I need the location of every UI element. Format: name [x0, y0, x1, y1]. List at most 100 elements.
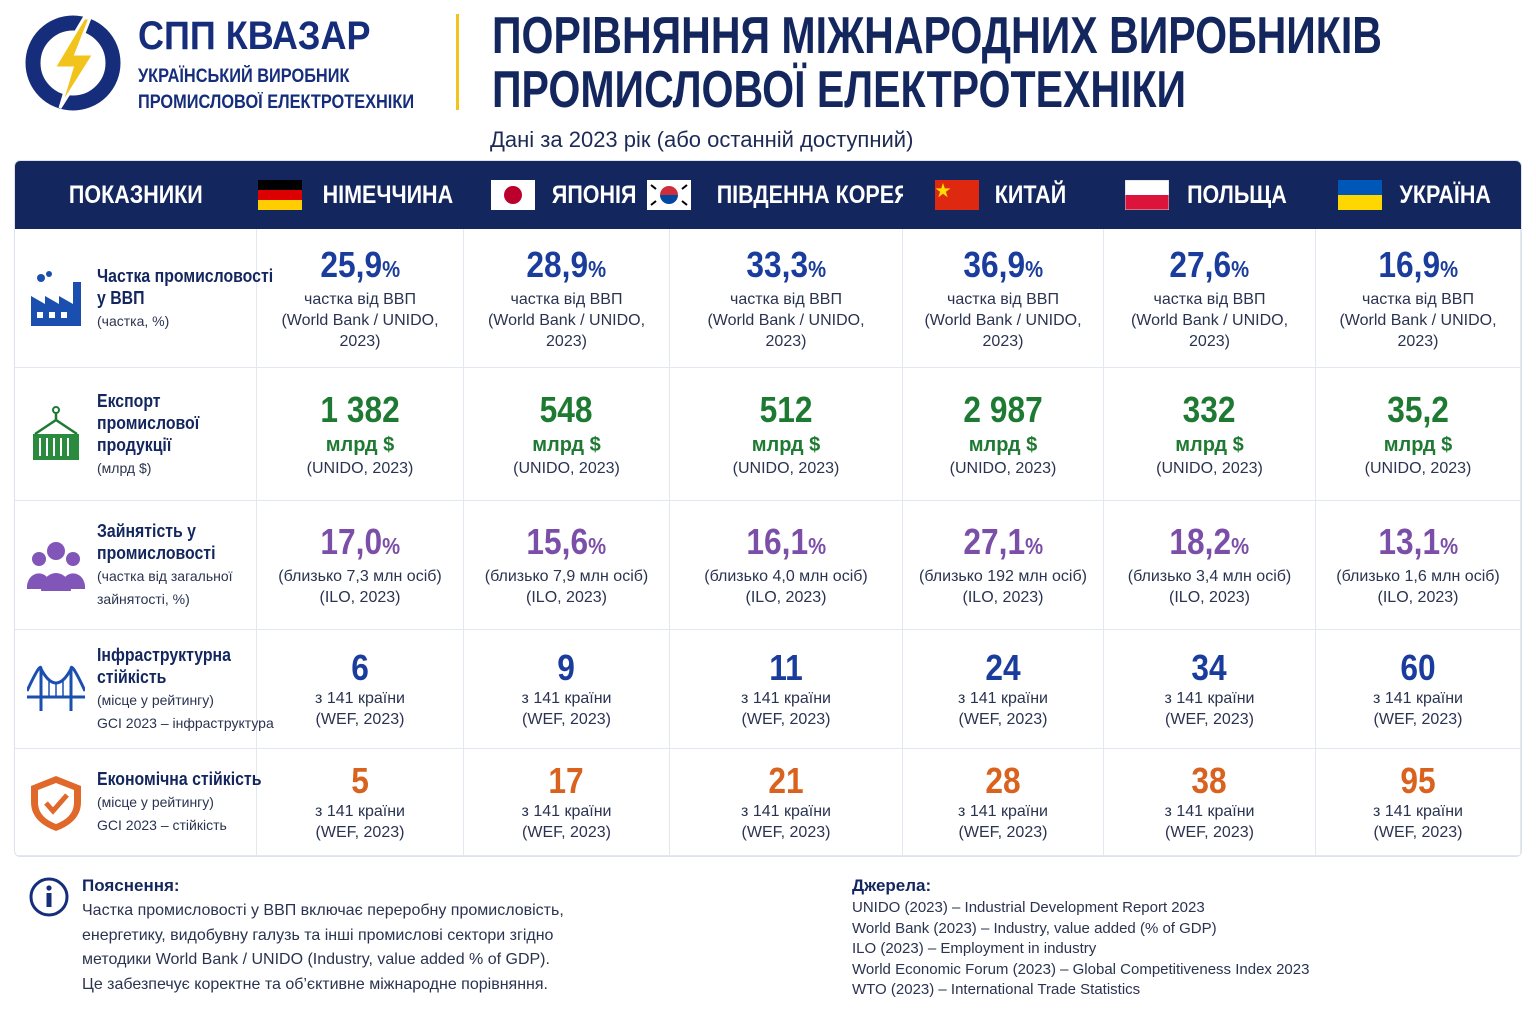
- cell-line: (ILO, 2023): [962, 589, 1044, 606]
- cell-line: (WEF, 2023): [958, 711, 1048, 728]
- value-number: 16,9: [1378, 243, 1440, 285]
- column-header: ПОЛЬЩА: [1104, 161, 1317, 229]
- cell-line: з 141 країни: [741, 803, 831, 820]
- cell-line: 2023): [339, 332, 381, 350]
- cell-line: з 141 країни: [315, 803, 405, 820]
- explanation-line: енергетику, видобувну галузь та інші про…: [82, 926, 554, 944]
- cell-line: (близько 192 млн осіб): [919, 568, 1087, 585]
- cell-line: (World Bank / UNIDO,: [924, 311, 1082, 329]
- cell: 95 з 141 країни (WEF, 2023): [1316, 749, 1521, 856]
- value-number: 25,9: [320, 243, 382, 285]
- cell-line: (UNIDO, 2023): [949, 459, 1057, 477]
- cell: 15,6% (близько 7,9 млн осіб) (ILO, 2023): [464, 501, 670, 630]
- flag: [647, 180, 692, 210]
- explanation-line: Це забезпечує коректне та об’єктивне між…: [82, 975, 548, 993]
- cell-line: 2023): [546, 332, 587, 350]
- cell-line: (World Bank / UNIDO,: [707, 311, 865, 329]
- label-line: Частка промисловості: [97, 265, 274, 286]
- title: ПРОМИСЛОВОЇ ЕЛЕКТРОТЕХНІКИ: [492, 61, 1187, 119]
- label-line: продукції: [97, 434, 172, 455]
- cell-line: 2023): [765, 332, 807, 350]
- label-text: Зайнятість у промисловості (частка від заг…: [97, 501, 233, 629]
- value: 35,2: [1387, 389, 1449, 430]
- label-line: у ВВП: [97, 287, 145, 308]
- value-number: 6: [351, 647, 369, 688]
- cell-line: (WEF, 2023): [741, 824, 831, 841]
- value-number: 21: [768, 760, 804, 801]
- cell-line: (World Bank / UNIDO,: [1130, 311, 1289, 329]
- cell: 17 з 141 країни (WEF, 2023): [464, 749, 670, 856]
- value: 28: [985, 761, 1020, 801]
- flag: [935, 180, 980, 210]
- explanation-line: методики World Bank / UNIDO (Industry, v…: [82, 951, 550, 968]
- value: 34: [1192, 648, 1227, 688]
- source-line: WTO (2023) – International Trade Statist…: [852, 981, 1141, 999]
- cell: 28,9% частка від ВВП (World Bank / UNIDO, 2…: [464, 229, 670, 368]
- value: 36,9%: [963, 244, 1043, 289]
- cell-line: частка від ВВП: [1362, 290, 1474, 308]
- row-label: Економічна стійкість (місце у рейтингу) GC…: [15, 749, 261, 856]
- value: 6: [351, 648, 369, 688]
- cell: 16,9% частка від ВВП (World Bank / UNIDO, 2…: [1316, 229, 1521, 368]
- value-number: 9: [557, 647, 576, 688]
- value-number: 28: [985, 760, 1021, 801]
- cell-line: (ILO, 2023): [1377, 589, 1459, 606]
- flag: [1125, 180, 1170, 210]
- cell: 34 з 141 країни (WEF, 2023): [1104, 630, 1316, 749]
- label-note: (місце у рейтингу): [97, 692, 214, 708]
- cell-line: з 141 країни: [958, 803, 1048, 820]
- column-header: НІМЕЧЧИНА: [257, 161, 465, 229]
- cell-line: частка від ВВП: [947, 290, 1059, 308]
- value-number: 17,0: [320, 521, 382, 562]
- value-unit: %: [588, 533, 607, 559]
- column-title: ПІВДЕННА КОРЕЯ: [717, 180, 910, 209]
- cell: 5 з 141 країни (WEF, 2023): [257, 749, 464, 856]
- logo: [25, 15, 121, 111]
- cell: 9 з 141 країни (WEF, 2023): [464, 630, 670, 749]
- value: 21: [768, 761, 803, 801]
- flag: [490, 180, 535, 210]
- column-header: ЯПОНІЯ: [464, 161, 671, 229]
- label-line: промисловості: [97, 543, 216, 563]
- cell-line: з 141 країни: [958, 690, 1048, 707]
- cell-line: (World Bank / UNIDO,: [487, 311, 646, 329]
- cell-line: (WEF, 2023): [1165, 824, 1254, 841]
- cell-line: з 141 країни: [315, 690, 405, 707]
- separator: [456, 14, 459, 110]
- value-number: 60: [1400, 647, 1436, 688]
- column-title: КИТАЙ: [994, 180, 1067, 209]
- value-unit: %: [1024, 255, 1043, 282]
- value: 27,6%: [1170, 244, 1250, 289]
- cell-line: (WEF, 2023): [741, 711, 831, 728]
- value: 13,1%: [1378, 522, 1458, 566]
- cell-line: (ILO, 2023): [526, 589, 607, 606]
- value-number: 5: [351, 760, 369, 801]
- cell-line: (близько 1,6 млн осіб): [1336, 568, 1500, 585]
- cell: 17,0% (близько 7,3 млн осіб) (ILO, 2023): [257, 501, 464, 630]
- column-title: ЯПОНІЯ: [551, 180, 637, 209]
- cell-line: (WEF, 2023): [315, 824, 405, 841]
- value: 27,1%: [963, 522, 1043, 566]
- cell-line: (WEF, 2023): [1165, 711, 1254, 728]
- cell-line: частка від ВВП: [510, 290, 623, 308]
- column-title: ПОКАЗНИКИ: [69, 180, 203, 209]
- value-number: 11: [769, 647, 803, 688]
- cell-line: з 141 країни: [1373, 803, 1463, 820]
- label-note: GCI 2023 – інфраструктура: [97, 715, 274, 731]
- value: 16,9%: [1378, 243, 1458, 289]
- cell: 1 382 млрд $ (UNIDO, 2023): [257, 368, 464, 501]
- cell: 33,3% частка від ВВП (World Bank / UNIDO, 2…: [670, 229, 903, 368]
- row-label: Експорт промислової продукції (млрд $): [15, 368, 257, 501]
- row-icon: [27, 541, 85, 591]
- cell-line: частка від ВВП: [304, 290, 416, 308]
- label-line: стійкість: [97, 667, 167, 687]
- source-line: ILO (2023) – Employment in industry: [852, 940, 1097, 958]
- value: 18,2%: [1170, 522, 1250, 566]
- cell: 11 з 141 країни (WEF, 2023): [670, 630, 903, 749]
- cell-line: (WEF, 2023): [1373, 711, 1463, 728]
- cell-line: (близько 7,9 млн осіб): [484, 568, 649, 585]
- sources: Джерела: UNIDO (2023) – Industrial Develo…: [852, 876, 1309, 1001]
- cell: 13,1% (близько 1,6 млн осіб) (ILO, 2023): [1316, 501, 1521, 630]
- value-number: 27,1: [963, 521, 1025, 562]
